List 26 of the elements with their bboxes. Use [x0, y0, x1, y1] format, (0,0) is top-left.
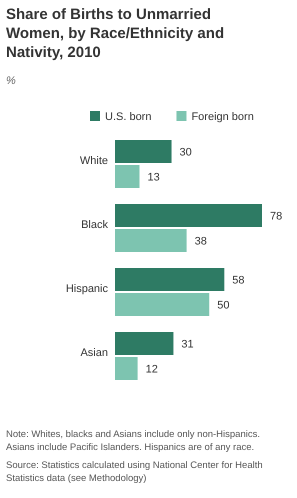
- data-label: 58: [232, 274, 245, 286]
- source-note: Source: Statistics calculated using National Center for Health Statistics data (see Methodology): [6, 460, 263, 484]
- bar: [115, 140, 172, 163]
- bar: [115, 357, 138, 380]
- bar: [115, 293, 210, 316]
- bar: [115, 332, 174, 355]
- text: Note: Whites, blacks and Asians include only non-Hispanics. Asians include Pacific Islanders. Hispanics are of any race.: [6, 429, 260, 453]
- bar: [115, 204, 262, 227]
- chart-title: Share of Births to Unmarried Women, by Race/Ethnicity and Nativity, 2010: [6, 6, 224, 61]
- bar: [115, 229, 187, 252]
- data-label: 78: [270, 210, 282, 222]
- data-label: 31: [181, 338, 194, 350]
- data-label: 38: [194, 236, 207, 248]
- legend-label: U.S. born: [105, 111, 152, 123]
- data-label: 50: [217, 300, 230, 312]
- y-tick-label: White: [80, 155, 108, 167]
- bar: [115, 165, 140, 188]
- text: %: [6, 75, 16, 87]
- data-label: 13: [148, 172, 160, 184]
- bar: [115, 268, 224, 291]
- y-tick-label: Hispanic: [66, 283, 108, 295]
- data-label: 12: [146, 364, 158, 376]
- legend-label: Foreign born: [191, 111, 254, 123]
- y-tick-label: Asian: [80, 347, 108, 359]
- data-label: 30: [180, 146, 192, 158]
- y-tick-label: Black: [81, 219, 108, 231]
